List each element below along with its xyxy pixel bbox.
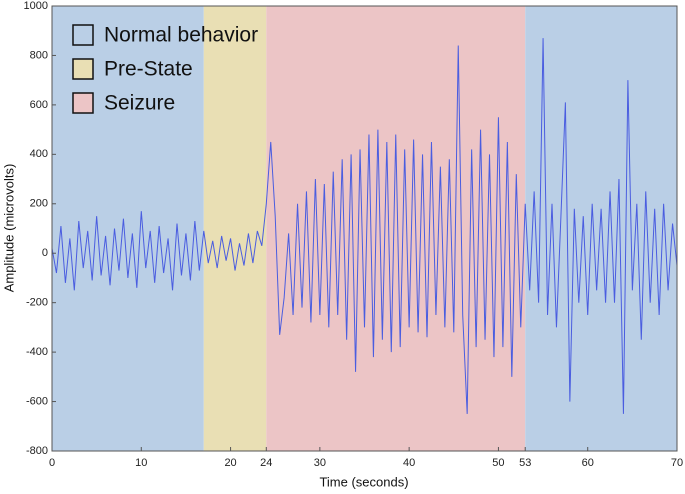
y-tick-label: 200 (30, 198, 48, 210)
legend-label: Normal behavior (104, 24, 258, 47)
x-axis-label: Time (seconds) (319, 474, 408, 489)
x-tick-label: 0 (49, 457, 55, 469)
x-tick-label: 30 (314, 457, 326, 469)
x-tick-label: 60 (582, 457, 594, 469)
legend-swatch (72, 58, 94, 80)
y-tick-label: 800 (30, 49, 48, 61)
region (52, 6, 204, 451)
y-tick-label: -200 (26, 297, 48, 309)
x-tick-label: 70 (671, 457, 683, 469)
x-tick-label: 24 (260, 457, 272, 469)
legend-swatch (72, 24, 94, 46)
y-tick-label: -600 (26, 395, 48, 407)
legend-label: Pre-State (104, 58, 193, 81)
y-tick-label: 600 (30, 99, 48, 111)
x-tick-label: 53 (519, 457, 531, 469)
y-tick-label: -800 (26, 445, 48, 457)
y-tick-label: -400 (26, 346, 48, 358)
y-tick-label: 0 (42, 247, 48, 259)
legend-swatch (72, 92, 94, 114)
x-tick-label: 40 (403, 457, 415, 469)
legend-label: Seizure (104, 92, 175, 115)
x-tick-label: 50 (492, 457, 504, 469)
y-tick-label: 1000 (24, 0, 48, 12)
plot-frame (51, 5, 678, 452)
signal-line (51, 38, 678, 414)
y-axis-label: Amplitude (microvolts) (1, 164, 16, 293)
x-tick-label: 10 (135, 457, 147, 469)
x-tick-label: 20 (224, 457, 236, 469)
region (266, 6, 526, 451)
y-tick-label: 400 (30, 148, 48, 160)
region (203, 6, 267, 451)
